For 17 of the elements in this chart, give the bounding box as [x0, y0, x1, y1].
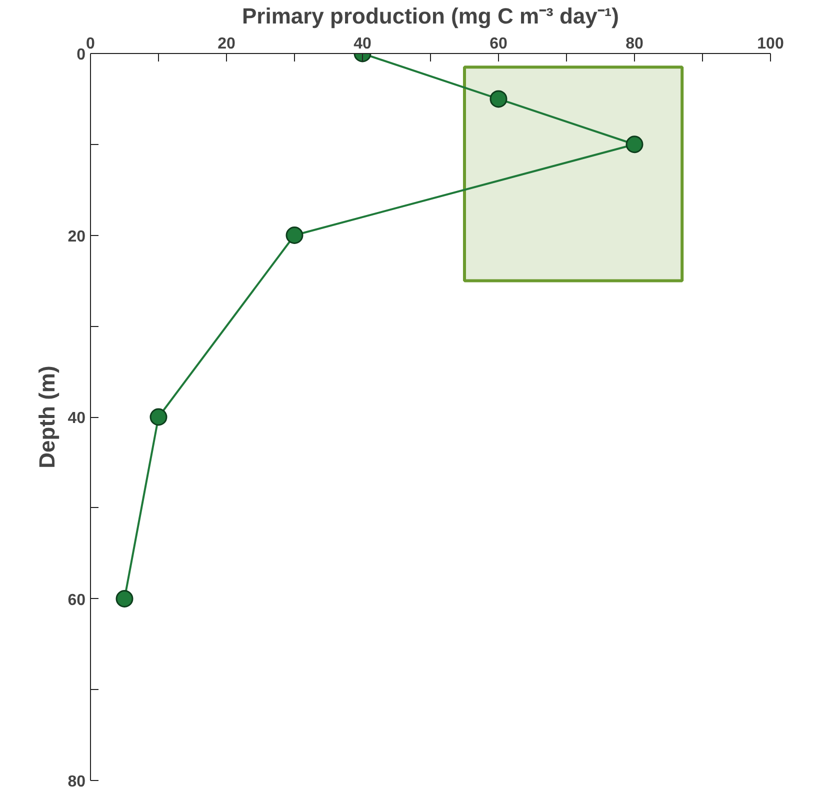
y-tick-label: 40 [68, 410, 86, 427]
point [150, 408, 168, 426]
x-tick-label: 60 [490, 36, 508, 52]
y-tick-label: 0 [76, 46, 86, 64]
x-tick-label: 100 [757, 36, 784, 52]
y-axis-title: Depth (m) [34, 366, 60, 468]
point [116, 590, 134, 608]
x-tick-label: 20 [218, 36, 236, 52]
y-tick-label: 80 [68, 774, 86, 790]
y-tick-label: 60 [68, 592, 86, 609]
point [626, 136, 644, 154]
x-tick-label: 80 [626, 36, 644, 52]
point [286, 226, 304, 244]
point [490, 90, 508, 108]
x-tick-label: 40 [354, 36, 372, 52]
x-axis-title: Primary production (mg C m⁻³ day⁻¹) [242, 4, 620, 28]
y-tick-label: 20 [68, 228, 86, 246]
